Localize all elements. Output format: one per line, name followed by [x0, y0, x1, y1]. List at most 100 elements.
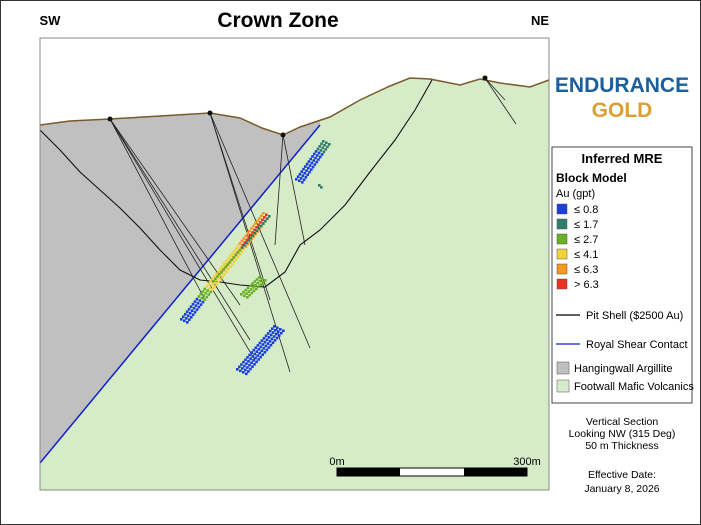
block [241, 246, 244, 249]
block [257, 358, 260, 361]
block [259, 345, 263, 349]
block [241, 367, 244, 370]
legend-box [551, 146, 693, 404]
block [273, 325, 276, 328]
block [307, 160, 311, 163]
block [187, 318, 191, 322]
scale-label: 300m [513, 456, 541, 468]
block [193, 300, 197, 303]
legend-subtitle: Block Model [556, 171, 627, 185]
legend-label: ≤ 2.7 [574, 234, 598, 246]
pit-shell [39, 79, 433, 288]
block [311, 155, 314, 158]
block [313, 152, 316, 156]
block [203, 287, 207, 291]
block [320, 153, 324, 156]
block [321, 146, 324, 150]
block [253, 362, 256, 366]
block [190, 309, 194, 313]
block [251, 282, 254, 285]
block [271, 341, 275, 345]
block [221, 265, 224, 268]
block [195, 297, 199, 301]
block [218, 272, 221, 276]
block [315, 160, 318, 164]
drill-hole [484, 77, 506, 101]
block [249, 357, 252, 361]
block [236, 255, 240, 258]
note: Effective Date: [588, 469, 656, 481]
collar [107, 116, 113, 122]
block [243, 243, 246, 247]
drill-hole [209, 112, 311, 349]
block [316, 147, 320, 151]
block [246, 286, 250, 290]
block [250, 227, 253, 230]
block [279, 331, 283, 335]
block [263, 216, 266, 219]
block [226, 257, 230, 261]
logo-bg [553, 60, 693, 135]
legend-label: ≤ 0.8 [574, 204, 598, 216]
block [185, 310, 189, 314]
block [258, 351, 262, 355]
block [247, 359, 250, 363]
scale-segment [464, 468, 527, 476]
block [262, 347, 266, 350]
legend-swatch [556, 218, 568, 230]
block [322, 140, 325, 143]
block [240, 363, 243, 366]
block [252, 224, 255, 228]
block [305, 169, 308, 172]
block [246, 296, 249, 299]
block [217, 270, 220, 273]
block [259, 283, 263, 286]
block [260, 339, 264, 342]
block [208, 286, 211, 290]
block [319, 149, 323, 152]
block [228, 254, 232, 258]
block [252, 348, 256, 352]
block [247, 370, 250, 373]
block [209, 290, 213, 294]
block [251, 355, 254, 358]
block [244, 358, 247, 362]
drill-hole [109, 118, 251, 341]
block [259, 224, 263, 228]
block [299, 176, 303, 180]
block [255, 360, 258, 364]
drill-hole [484, 77, 517, 125]
block [266, 342, 270, 345]
block [301, 181, 304, 184]
block [261, 222, 265, 225]
block [199, 303, 203, 306]
block [212, 280, 215, 283]
block [254, 346, 258, 350]
drill-holes [109, 77, 517, 373]
block [244, 234, 248, 238]
block [307, 166, 310, 170]
block [180, 318, 183, 321]
block [263, 340, 267, 344]
block [269, 343, 273, 347]
block [246, 232, 249, 235]
block [193, 310, 197, 314]
block [296, 175, 300, 179]
block [240, 239, 244, 243]
block [186, 314, 190, 318]
block [232, 260, 236, 264]
section-plot [39, 37, 550, 491]
block [217, 280, 220, 284]
block [309, 157, 312, 161]
legend-label: Footwall Mafic Volcanics [574, 381, 694, 393]
block [230, 258, 234, 261]
block [271, 331, 275, 334]
block [273, 339, 277, 342]
block [248, 363, 251, 367]
block [253, 228, 256, 232]
block [210, 284, 213, 287]
block [300, 170, 303, 173]
block [268, 329, 272, 333]
block [268, 339, 272, 343]
block [230, 252, 234, 255]
